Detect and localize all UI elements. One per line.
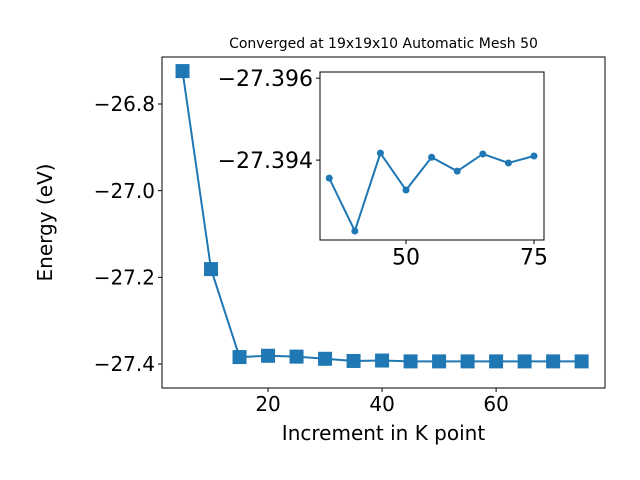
marker	[351, 227, 359, 235]
x-tick-label: 50	[392, 246, 420, 271]
marker	[402, 186, 410, 194]
marker	[289, 349, 304, 364]
marker	[325, 174, 333, 182]
marker	[261, 348, 276, 363]
marker	[460, 354, 475, 369]
x-tick-label: 75	[520, 246, 548, 271]
marker	[428, 153, 436, 161]
marker	[318, 351, 333, 366]
y-tick-label: −27.0	[94, 179, 155, 203]
x-tick-label: 60	[483, 392, 508, 416]
marker	[403, 354, 418, 369]
x-axis-label: Increment in K point	[282, 421, 486, 445]
marker	[530, 152, 538, 160]
chart-title: Converged at 19x19x10 Automatic Mesh 50	[229, 36, 538, 52]
y-tick-label: −27.394	[218, 149, 313, 174]
marker	[204, 262, 219, 277]
x-tick-label: 40	[369, 392, 394, 416]
marker	[376, 149, 384, 157]
marker	[546, 354, 561, 369]
marker	[432, 354, 447, 369]
marker	[175, 64, 190, 79]
y-tick-label: −26.8	[94, 92, 155, 116]
y-tick-label: −27.396	[218, 67, 313, 92]
marker	[232, 350, 247, 365]
x-tick-label: 20	[255, 392, 280, 416]
y-axis-label: Energy (eV)	[33, 164, 57, 282]
marker	[346, 353, 361, 368]
y-tick-label: −27.4	[94, 352, 155, 376]
y-tick-label: −27.2	[94, 266, 155, 290]
marker	[504, 159, 512, 167]
marker	[574, 354, 589, 369]
marker	[489, 354, 504, 369]
marker	[375, 353, 390, 368]
marker	[517, 354, 532, 369]
marker	[479, 150, 487, 158]
marker	[453, 167, 461, 175]
